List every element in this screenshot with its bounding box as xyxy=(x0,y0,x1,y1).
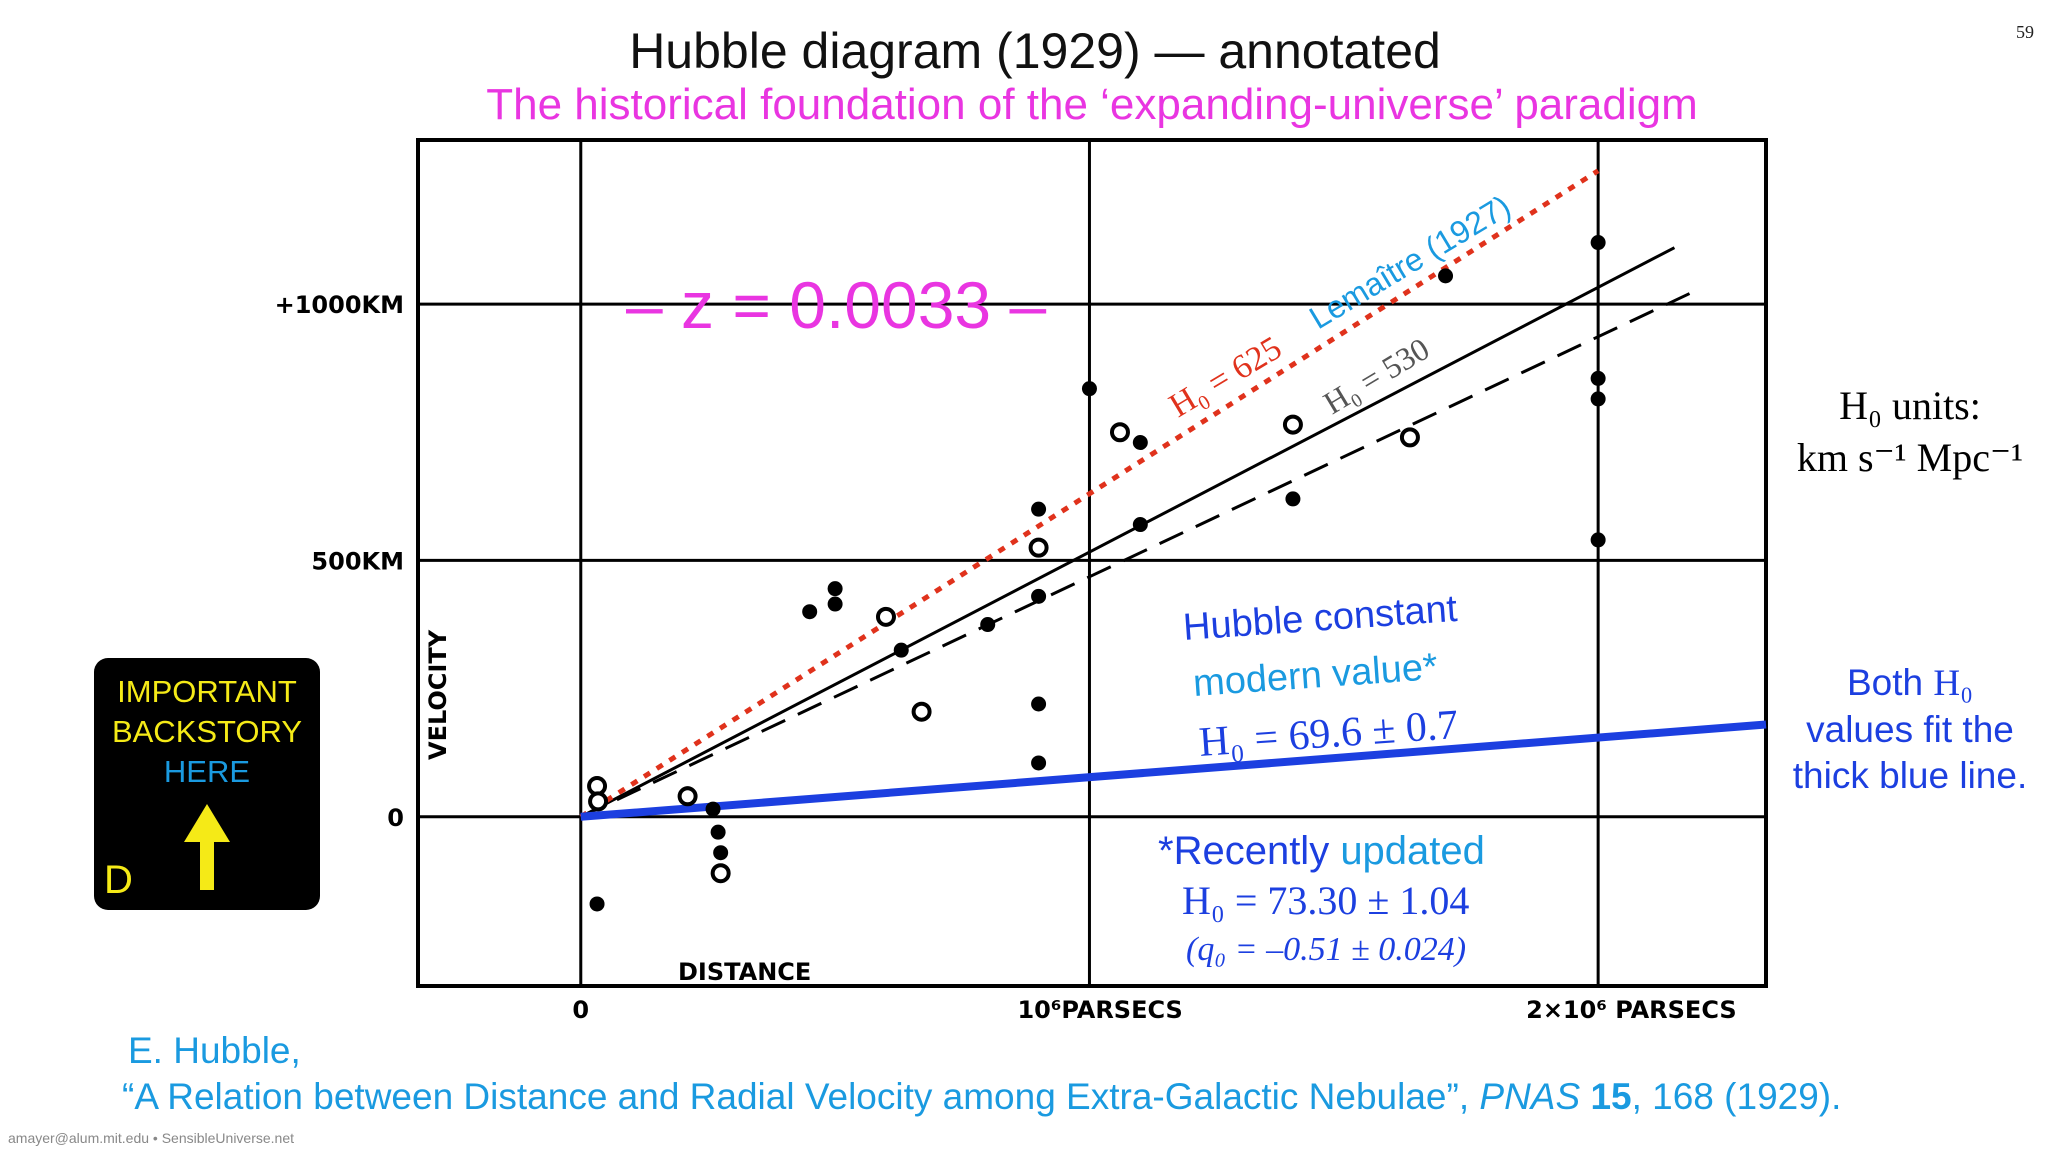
data-point-open xyxy=(710,863,731,884)
citation-title: “A Relation between Distance and Radial … xyxy=(122,1076,1480,1117)
data-point-filled xyxy=(1031,696,1047,712)
backstory-link-box[interactable]: IMPORTANT BACKSTORY HERE D xyxy=(94,658,320,910)
data-point-filled xyxy=(1132,517,1148,533)
y-tick-label: 500KM xyxy=(311,547,404,575)
x-axis-label: DISTANCE xyxy=(678,958,811,986)
arrow-up-icon xyxy=(184,804,230,890)
h0-units-line1: H₀ units: xyxy=(1839,383,1981,428)
thick-blue-line xyxy=(580,720,1767,821)
data-point-filled xyxy=(705,801,721,817)
data-point-open xyxy=(1028,537,1049,558)
deceleration-parameter: (q₀ = –0.51 ± 0.024) xyxy=(1186,931,1466,968)
both-note-line3: thick blue line. xyxy=(1792,755,2028,796)
data-point-filled xyxy=(1031,755,1047,771)
slide-title: Hubble diagram (1929) — annotated xyxy=(629,23,1441,79)
h0-units-note: H₀ units: km s⁻¹ Mpc⁻¹ xyxy=(1740,380,2048,484)
x-tick-label: 0 xyxy=(572,996,589,1024)
backstory-line3: HERE xyxy=(163,754,251,789)
data-point-filled xyxy=(589,896,605,912)
slide-number: 59 xyxy=(2016,22,2034,42)
dashed-fit-line xyxy=(580,287,1701,819)
both-note-line2: values fit the xyxy=(1806,709,2014,750)
updated-h0-value: H₀ = 73.30 ± 1.04 xyxy=(1182,878,1469,923)
both-note-line1: Both H₀ xyxy=(1760,660,2048,707)
data-point-open xyxy=(1109,422,1130,443)
data-point-filled xyxy=(1031,588,1047,604)
citation-volume: 15 xyxy=(1590,1076,1632,1117)
both-h0-note: Both H₀ values fit the thick blue line. xyxy=(1760,660,2048,799)
backstory-line1: IMPORTANT xyxy=(117,674,297,709)
backstory-letter: D xyxy=(104,858,133,902)
data-point-filled xyxy=(713,845,729,861)
z-annotation: – z = 0.0033 – xyxy=(626,268,1046,342)
data-point-open xyxy=(588,791,609,812)
data-point-open xyxy=(677,786,698,807)
data-point-filled xyxy=(802,604,818,620)
solid-fit-line xyxy=(580,246,1676,819)
data-point-filled xyxy=(827,581,843,597)
data-point-open xyxy=(1399,427,1420,448)
data-point-filled xyxy=(1590,532,1606,548)
both-h0: H₀ xyxy=(1933,663,1974,704)
x-tick-label: 10⁶PARSECS xyxy=(1017,996,1182,1024)
x-tick-label: 2×10⁶ PARSECS xyxy=(1526,996,1737,1024)
recently-prefix: *Recently xyxy=(1158,829,1340,873)
footer-credit: amayer@alum.mit.edu • SensibleUniverse.n… xyxy=(8,1130,295,1146)
citation-author: E. Hubble, xyxy=(128,1030,301,1071)
data-point-filled xyxy=(710,824,726,840)
citation-reference: “A Relation between Distance and Radial … xyxy=(122,1076,1841,1118)
slide-subtitle: The historical foundation of the ‘expand… xyxy=(486,80,1698,129)
data-point-filled xyxy=(1285,491,1301,507)
data-point-filled xyxy=(1590,235,1606,251)
data-point-filled xyxy=(1132,435,1148,451)
data-point-filled xyxy=(980,617,996,633)
data-point-filled xyxy=(827,596,843,612)
plot-frame xyxy=(416,138,1768,988)
y-tick-label: +1000KM xyxy=(275,291,404,319)
data-point-filled xyxy=(1081,381,1097,397)
data-point-open xyxy=(1282,414,1303,435)
data-point-open xyxy=(911,701,932,722)
recently-updated: *Recently updated xyxy=(1158,829,1485,873)
red-dotted-line xyxy=(579,168,1600,819)
citation-journal: PNAS xyxy=(1479,1076,1581,1117)
backstory-line2: BACKSTORY xyxy=(111,714,303,749)
y-axis-label: VELOCITY xyxy=(424,629,452,760)
citation-pages-year: , 168 (1929). xyxy=(1631,1076,1842,1117)
data-point-filled xyxy=(1438,268,1454,284)
data-point-filled xyxy=(893,642,909,658)
data-point-open xyxy=(875,606,896,627)
data-point-filled xyxy=(1031,501,1047,517)
y-tick-label: 0 xyxy=(387,804,404,832)
data-point-filled xyxy=(1590,391,1606,407)
h0-units-line2: km s⁻¹ Mpc⁻¹ xyxy=(1796,435,2024,480)
updated-word: updated xyxy=(1340,829,1485,873)
both-prefix: Both xyxy=(1846,662,1934,703)
data-point-filled xyxy=(1590,370,1606,386)
